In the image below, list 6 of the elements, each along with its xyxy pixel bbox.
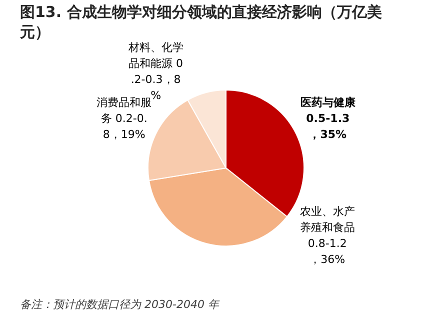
chart-title: 图13. 合成生物学对细分领域的直接经济影响（万亿美元）	[19, 3, 382, 41]
slice-label: 农业、水产养殖和食品	[300, 205, 355, 234]
text: 备注：预计的数据口径为 2030-2040 年	[20, 298, 220, 311]
data-label: 0.5-1.3，35%	[306, 112, 350, 141]
slice-label: 医药与健康	[300, 96, 356, 109]
data-label: 0.8-1.2，36%	[308, 237, 347, 266]
